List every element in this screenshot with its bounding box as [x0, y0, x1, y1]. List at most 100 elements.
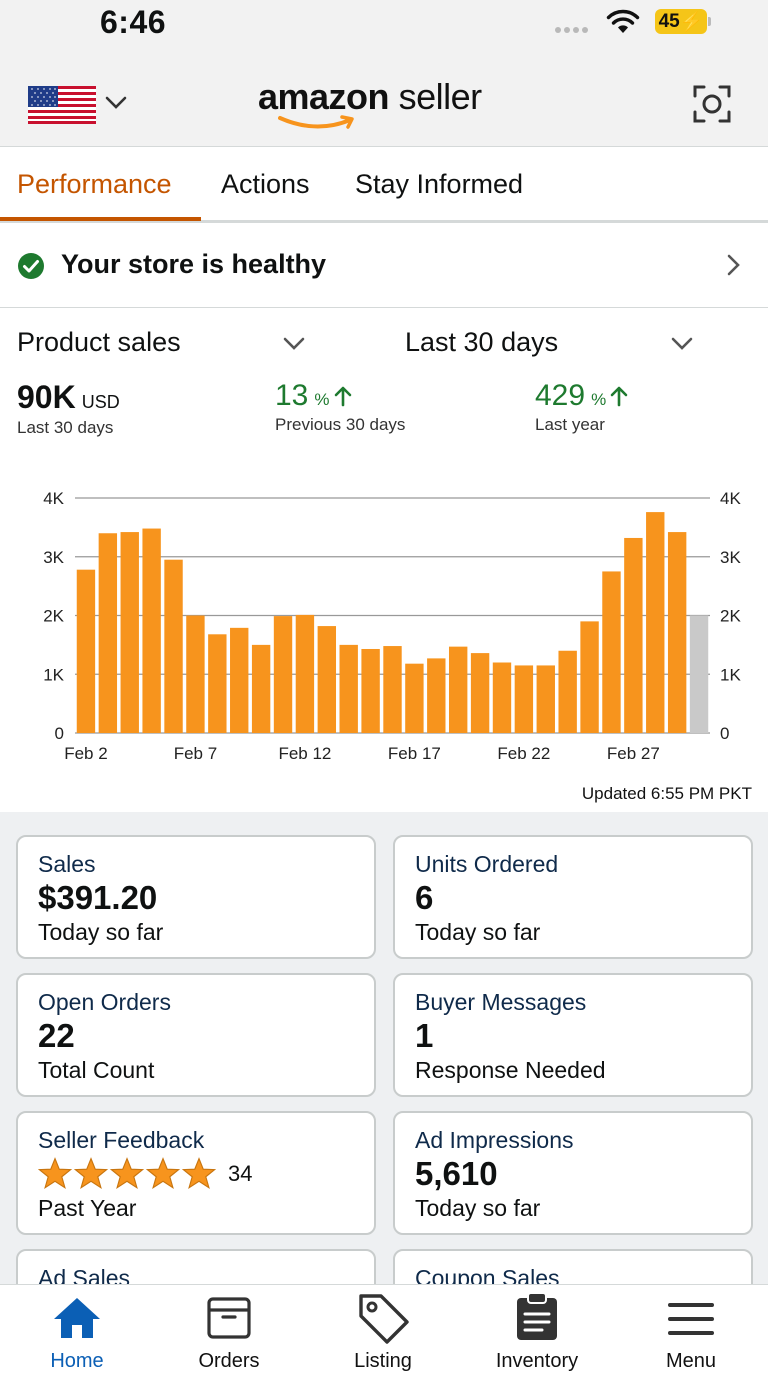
range-dropdown-label: Last 30 days [405, 327, 559, 357]
hamburger-menu-icon [668, 1303, 714, 1335]
star-icon [38, 1157, 72, 1189]
card-title: Buyer Messages [415, 989, 587, 1015]
card-subtitle: Total Count [38, 1057, 155, 1083]
bar [536, 665, 555, 733]
bar [273, 616, 293, 733]
bar-partial [689, 615, 709, 733]
nav-orders[interactable]: Orders [152, 1285, 306, 1376]
y-tick-label-left: 4K [43, 489, 64, 508]
year-pct-unit: % [591, 390, 607, 409]
previous-pct-label: Previous 30 days [275, 415, 406, 434]
wifi-icon [606, 9, 640, 33]
x-tick-label: Feb 12 [278, 744, 331, 763]
previous-pct-value: 13 [275, 379, 309, 412]
card-title: Coupon Sales [415, 1265, 560, 1284]
check-circle-icon [18, 253, 44, 279]
ad-impressions-card[interactable]: Ad Impressions 5,610 Today so far [393, 1111, 753, 1235]
bar [667, 532, 687, 733]
chevron-down-icon[interactable] [105, 96, 127, 110]
bar [186, 615, 205, 733]
chevron-down-icon [671, 337, 693, 350]
amazon-seller-logo: amazon seller [258, 76, 482, 136]
battery-indicator: 45 ⚡ [655, 9, 707, 34]
sales-card[interactable]: Sales $391.20 Today so far [16, 835, 376, 959]
home-icon [54, 1298, 100, 1338]
ad-sales-card[interactable]: Ad Sales [16, 1249, 376, 1284]
nav-label: Menu [665, 1350, 717, 1372]
star-icon [146, 1157, 180, 1189]
seller-feedback-card[interactable]: Seller Feedback 34 Past Year [16, 1111, 376, 1235]
bar [470, 653, 490, 733]
x-tick-label: Feb 7 [174, 744, 217, 763]
nav-home[interactable]: Home [0, 1285, 154, 1376]
bar [405, 663, 424, 733]
y-tick-label-left: 3K [43, 548, 64, 567]
bar [624, 537, 643, 733]
card-subtitle: Today so far [415, 1195, 541, 1221]
range-dropdown[interactable]: Last 30 days [405, 327, 695, 367]
feedback-count: 34 [228, 1160, 253, 1186]
bar [295, 614, 315, 733]
metric-dropdown[interactable]: Product sales [17, 327, 307, 367]
open-orders-card[interactable]: Open Orders 22 Total Count [16, 973, 376, 1097]
bar [120, 532, 139, 733]
x-tick-label: Feb 2 [64, 744, 107, 763]
card-title: Ad Impressions [415, 1127, 574, 1153]
nav-listing[interactable]: Listing [306, 1285, 460, 1376]
product-sales-bar-chart: 0 0 1K 1K 2K 2K 3K 3K 4K 4K Feb 2 Feb 7 Feb 12 Feb 17… [43, 489, 741, 763]
y-tick-label-right: 2K [720, 607, 741, 626]
nav-label: Inventory [495, 1350, 579, 1372]
nav-inventory[interactable]: Inventory [460, 1285, 614, 1376]
active-tab-indicator [0, 217, 201, 221]
card-subtitle: Response Needed [415, 1057, 606, 1083]
y-tick-label-left: 2K [43, 607, 64, 626]
total-sales-metric: 90K USD Last 30 days [17, 379, 120, 438]
scan-camera-icon[interactable] [692, 84, 732, 124]
bar [98, 533, 118, 733]
card-subtitle: Today so far [415, 919, 541, 945]
bar [580, 621, 599, 733]
tab-stay-informed[interactable]: Stay Informed [355, 169, 524, 199]
card-value: $391.20 [38, 879, 158, 916]
tag-icon [359, 1294, 409, 1344]
bar [558, 650, 577, 733]
bar [602, 571, 621, 733]
store-health-text: Your store is healthy [61, 249, 327, 279]
bar [208, 634, 227, 733]
x-tick-label: Feb 22 [497, 744, 550, 763]
bar [142, 528, 161, 733]
y-tick-label-left: 1K [43, 665, 64, 684]
nav-label: Listing [354, 1350, 412, 1372]
arrow-up-icon [610, 386, 628, 407]
last-year-metric: 429% Last year [535, 379, 628, 435]
bar [514, 665, 534, 733]
coupon-sales-card[interactable]: Coupon Sales [393, 1249, 753, 1284]
tab-performance[interactable]: Performance [17, 169, 172, 199]
cellular-signal-icon [555, 27, 588, 33]
orders-box-icon [207, 1297, 251, 1339]
bar [164, 559, 183, 733]
card-value: 6 [415, 879, 434, 916]
bar [383, 646, 402, 733]
y-tick-label-right: 3K [720, 548, 741, 567]
tab-actions[interactable]: Actions [221, 169, 310, 199]
total-sales-label: Last 30 days [17, 418, 114, 437]
summary-cards: Sales $391.20 Today so far Units Ordered… [0, 812, 768, 1284]
bar [646, 512, 665, 733]
us-flag-icon[interactable] [28, 86, 96, 124]
star-icon [110, 1157, 144, 1189]
buyer-messages-card[interactable]: Buyer Messages 1 Response Needed [393, 973, 753, 1097]
tab-bar: Performance Actions Stay Informed [0, 147, 768, 223]
store-health-row[interactable]: Your store is healthy [0, 223, 768, 308]
logo-suffix: seller [398, 76, 483, 117]
card-title: Sales [38, 851, 96, 877]
y-tick-label-left: 0 [55, 724, 64, 743]
bar [76, 569, 96, 733]
card-value: 1 [415, 1017, 434, 1054]
bar [317, 626, 337, 733]
units-ordered-card[interactable]: Units Ordered 6 Today so far [393, 835, 753, 959]
previous-period-metric: 13% Previous 30 days [275, 379, 405, 435]
logo-brand: amazon [258, 76, 390, 117]
bar [361, 648, 380, 733]
nav-menu[interactable]: Menu [614, 1285, 768, 1376]
